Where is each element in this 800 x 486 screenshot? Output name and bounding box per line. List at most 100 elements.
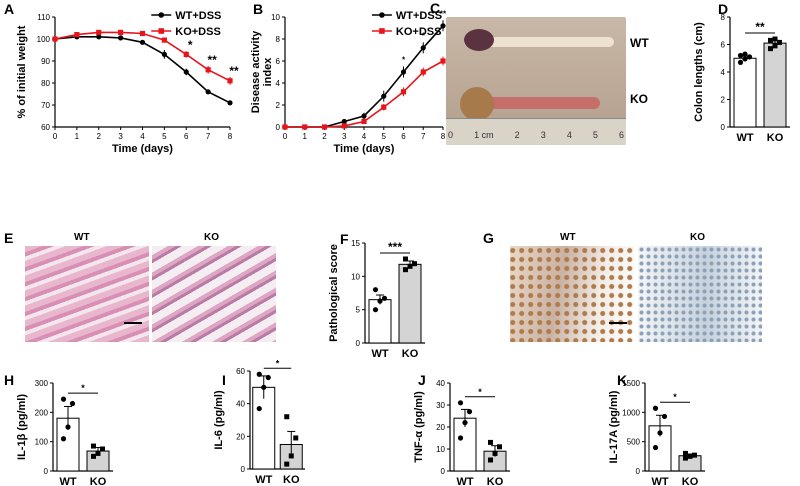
f-point-ko-0 [403,267,408,273]
a-series-0-line [54,35,231,104]
j-ytick-label-2: 20 [436,423,445,432]
panel-letter-I: I [222,372,226,388]
f-ytick-label-1: 5 [356,306,361,315]
he-scale-bar [124,322,142,324]
a-legend-1-label: KO+DSS [175,26,221,38]
g-label-wt: WT [560,232,576,243]
k-sig-label: * [673,392,677,402]
j-point-ko-3 [488,439,493,445]
f-bar-wt [368,299,392,344]
he-ko-image [152,246,276,342]
j-point-wt-3 [457,400,464,406]
a-ytick-label-4: 100 [37,35,51,44]
i-bar-wt [252,386,276,470]
j-point-wt-0 [457,435,464,441]
j-point-wt-1 [462,420,468,426]
a-series-0-point-3 [118,35,124,41]
a-xtick-label-3: 3 [118,132,123,141]
a-xtick-label-6: 6 [184,132,189,141]
g-label-ko: KO [690,232,705,243]
a-xtick-label-2: 2 [97,132,102,141]
ruler-tick-3: 3 [540,130,546,140]
b-series-1-point-7 [420,69,426,75]
i-point-ko-1 [288,453,294,459]
b-series-0-point-6 [400,69,407,75]
k-point-ko-1 [687,453,693,459]
f-xtick-label-wt: WT [371,348,388,360]
b-series-1-point-8 [440,58,446,64]
i-ytick-label-0: 0 [241,465,246,474]
i-xtick-label-wt: WT [255,474,272,486]
h-point-wt-0 [60,436,67,442]
j-point-ko-1 [492,450,498,456]
a-xtick-label-8: 8 [228,132,233,141]
d-xtick-label-ko: KO [767,132,784,144]
d-ytick-label-4: 8 [721,13,726,22]
i-point-wt-1 [261,384,267,390]
h-ytick-label-0: 0 [44,467,49,476]
ruler-tick-0: 0 [448,130,454,140]
k-point-wt-2 [661,413,668,420]
a-annotation-0: * [188,38,193,52]
b-legend-0-marker [379,12,385,18]
b-series-0-point-7 [420,45,426,51]
i-ylabel: IL-6 (pg/ml) [213,390,225,450]
j-point-ko-0 [488,457,493,463]
f-ytick-label-0: 0 [356,339,361,348]
b-xtick-label-7: 7 [421,132,426,141]
d-ytick-label-1: 2 [721,96,726,105]
b-xtick-label-1: 1 [303,132,308,141]
b-series-1-point-0 [282,124,288,130]
f-point-wt-3 [372,287,379,293]
panel-letter-J: J [418,372,426,388]
b-series-1-point-2 [321,124,328,130]
k-point-wt-0 [652,444,659,451]
b-xtick-label-2: 2 [322,132,327,141]
f-point-wt-1 [377,298,383,304]
ruler-tick-1: 1 cm [474,130,494,140]
a-xlabel: Time (days) [112,143,173,155]
j-ylabel: TNF-α (pg/ml) [413,391,425,463]
k-ytick-label-2: 1000 [622,408,640,417]
j-point-ko-2 [497,444,502,450]
i-ytick-label-3: 60 [236,367,245,376]
d-sig-label: ** [755,20,765,34]
ruler-tick-4: 4 [566,130,572,140]
j-ytick-label-4: 40 [436,379,445,388]
h-ytick-label-3: 300 [35,379,49,388]
colon-photo [446,17,626,145]
d-point-ko-2 [777,39,782,45]
f-sig-label: *** [388,240,402,254]
a-series-0-point-4 [139,39,146,45]
a-ytick-label-2: 80 [41,79,50,88]
f-ytick-label-2: 10 [351,272,360,281]
e-label-ko: KO [204,232,219,243]
d-point-wt-2 [746,54,753,60]
b-xtick-label-8: 8 [441,132,446,141]
b-series-0-point-4 [361,113,367,119]
a-ytick-label-0: 60 [41,123,50,132]
a-series-0-point-8 [227,100,233,106]
d-bar-wt [733,57,757,128]
k-point-wt-1 [657,430,663,436]
ihc-scale-bar [609,322,627,324]
d-point-wt-4 [742,51,748,57]
panel-letter-H: H [4,372,14,388]
a-series-1-line [54,31,231,82]
he-wt-image [25,246,149,342]
a-series-0-point-6 [183,69,189,75]
k-point-ko-2 [692,452,697,458]
k-xtick-label-wt: WT [651,476,668,486]
d-point-wt-3 [737,52,744,59]
f-point-ko-2 [412,261,417,267]
d-ytick-label-2: 4 [721,68,726,77]
a-series-1-point-6 [183,51,189,57]
h-sig-label: * [81,383,85,393]
k-xtick-label-ko: KO [682,476,699,486]
b-series-1-point-5 [381,104,387,110]
b-legend-1-marker [379,28,385,34]
k-point-ko-3 [683,450,688,456]
j-sig-label: * [478,387,482,397]
a-annotation-1: ** [207,53,217,67]
